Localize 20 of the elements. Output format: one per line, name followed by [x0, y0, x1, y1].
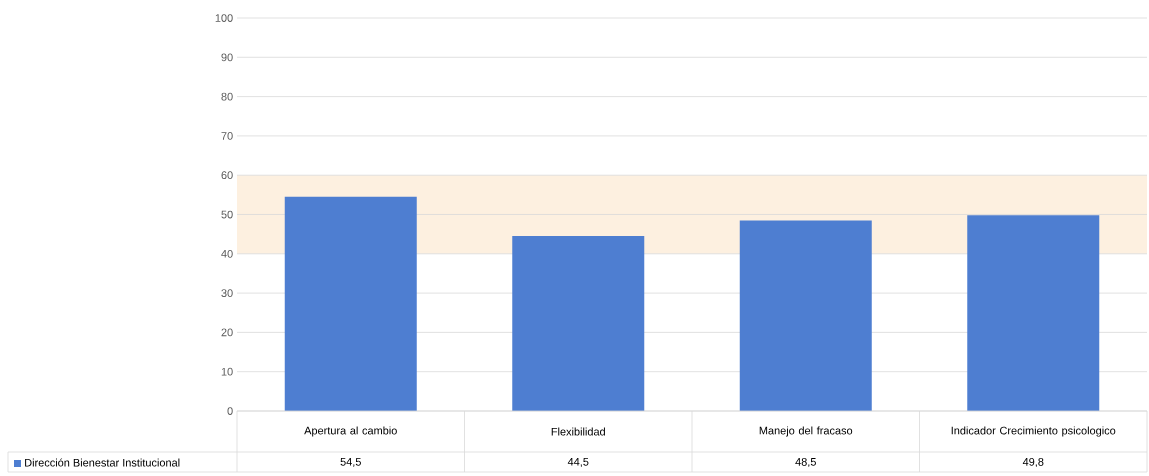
y-tick-label: 40: [221, 249, 233, 258]
y-tick-label: 50: [221, 210, 233, 219]
x-tick-label: Manejo del fracaso: [759, 426, 853, 437]
x-tick-label: Apertura al cambio: [304, 426, 397, 437]
x-tick-label: Flexibilidad: [551, 427, 605, 436]
y-tick-label: 10: [221, 367, 233, 376]
legend-label: Dirección Bienestar Institucional: [25, 458, 180, 467]
y-tick-label: 60: [221, 171, 233, 180]
data-label: 48,5: [795, 457, 816, 468]
data-label: 44,5: [567, 458, 589, 467]
y-tick-label: 90: [221, 53, 233, 62]
x-tick-label: Indicador Crecimiento psicologico: [951, 426, 1116, 437]
y-tick-label: 100: [215, 14, 233, 22]
y-tick-label: 30: [221, 289, 233, 297]
y-tick-label: 0: [227, 407, 233, 415]
y-tick-label: 20: [221, 328, 233, 337]
data-label: 54,5: [340, 458, 361, 467]
y-tick-label: 70: [221, 132, 233, 140]
data-label: 49,8: [1022, 457, 1044, 468]
y-tick-label: 80: [221, 92, 233, 101]
